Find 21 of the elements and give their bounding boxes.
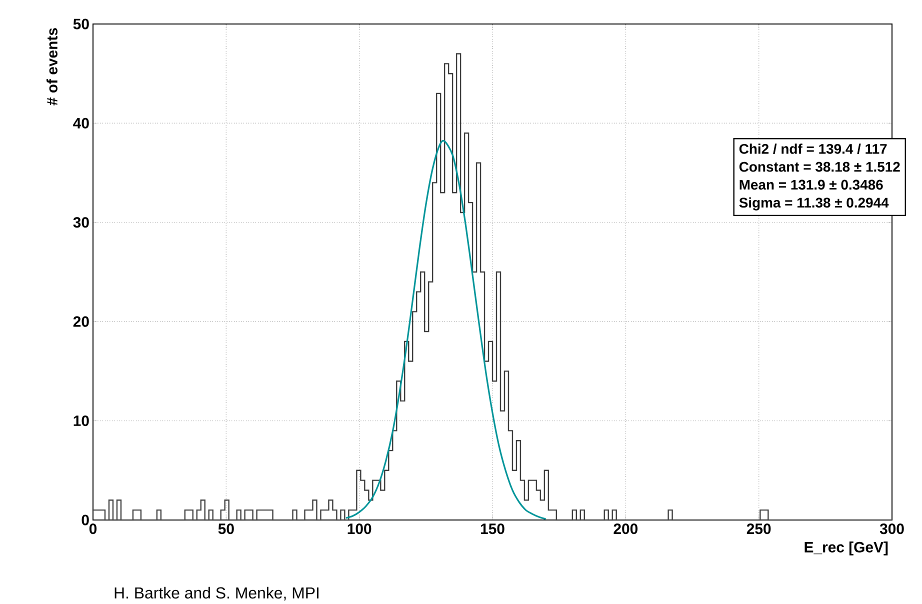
x-tick-label: 100: [348, 524, 372, 534]
annotation: Sigma = 11.38 ± 0.2944: [739, 197, 889, 210]
y-axis-title: # of events: [46, 28, 58, 106]
annotation: Chi2 / ndf = 139.4 / 117: [739, 144, 887, 154]
x-tick-label: 300: [880, 524, 904, 534]
y-tick-label: 40: [73, 118, 89, 128]
y-tick-label: 30: [73, 217, 89, 228]
x-tick-label: 150: [480, 524, 504, 534]
y-tick-label: 20: [73, 316, 89, 327]
line-series: [345, 140, 547, 520]
y-tick-label: 10: [74, 415, 89, 426]
x-tick-label: 250: [746, 524, 771, 534]
annotation: Constant = 38.18 ± 1.512: [739, 162, 900, 172]
x-tick-label: 0: [89, 524, 97, 534]
annotation: Mean = 131.9 ± 0.3486: [740, 180, 883, 190]
x-tick-label: 50: [218, 524, 234, 534]
y-tick-label: 0: [82, 514, 89, 526]
x-tick-label: 200: [614, 524, 638, 534]
x-axis-title: E_rec [GeV]: [804, 542, 888, 556]
y-tick-label: 50: [73, 18, 89, 30]
text: H. Bartke and S. Menke, MPI: [114, 586, 318, 600]
